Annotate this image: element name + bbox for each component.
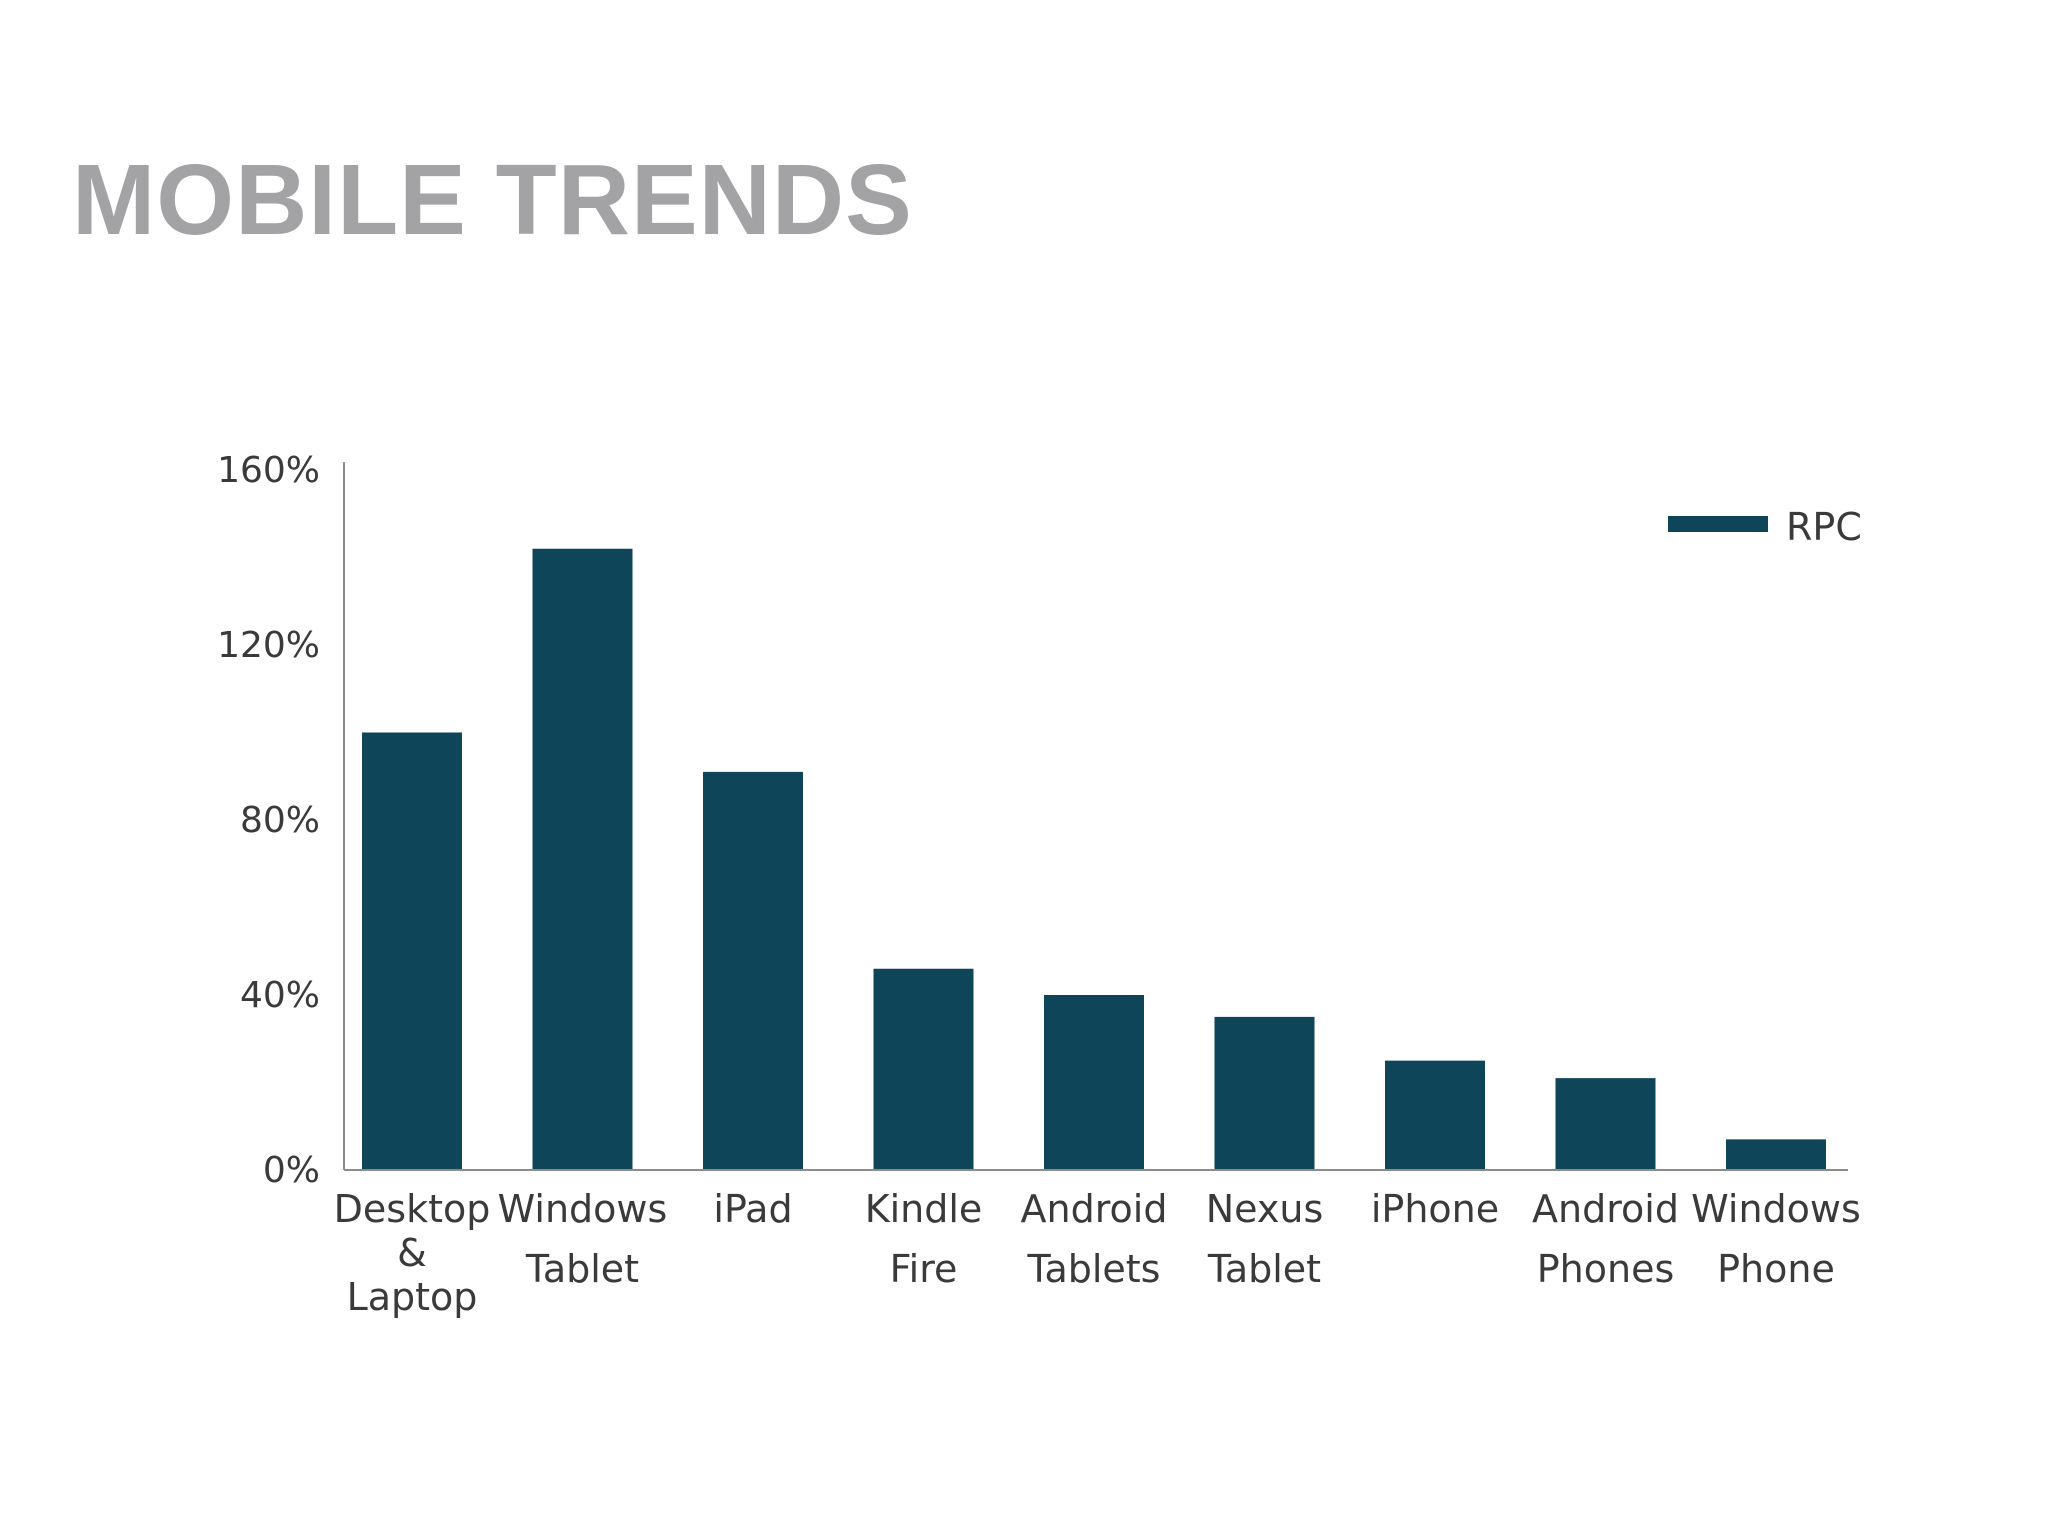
x-axis-labels: Desktop&Laptop Windows Tablet iPad Kindle Fir…	[334, 1187, 1861, 1319]
x-tick-label: Windows	[498, 1187, 668, 1231]
x-tick-label: Tablet	[525, 1247, 639, 1291]
bar	[1726, 1139, 1826, 1170]
y-tick-label: 0%	[263, 1150, 320, 1191]
x-tick-label: Phones	[1537, 1247, 1675, 1291]
x-tick-label: Android	[1532, 1187, 1679, 1231]
x-tick-label: Laptop	[347, 1275, 478, 1319]
x-tick-label: iPad	[713, 1187, 792, 1231]
bar	[1555, 1078, 1656, 1170]
y-tick-label: 80%	[240, 800, 320, 841]
x-tick-label: Tablet	[1207, 1247, 1321, 1291]
x-tick-label: Windows	[1691, 1187, 1861, 1231]
legend-swatch	[1668, 516, 1768, 532]
x-tick-label: Tablets	[1027, 1247, 1161, 1291]
bar	[873, 968, 974, 1170]
bar	[532, 548, 633, 1170]
bar	[1385, 1060, 1485, 1170]
bar	[362, 732, 462, 1170]
legend: RPC	[1668, 505, 1862, 549]
bars	[362, 548, 1826, 1170]
y-axis-ticks: 0% 40% 80% 120% 160%	[217, 450, 320, 1191]
y-tick-label: 160%	[217, 450, 320, 491]
x-tick-label: Desktop	[334, 1187, 491, 1231]
bar	[1214, 1016, 1315, 1170]
bar	[703, 771, 803, 1170]
x-tick-label: Android	[1021, 1187, 1168, 1231]
y-tick-label: 40%	[240, 975, 320, 1016]
bar	[1044, 995, 1144, 1170]
legend-label: RPC	[1786, 505, 1862, 549]
x-tick-label: Kindle	[865, 1187, 983, 1231]
x-tick-label: Nexus	[1206, 1187, 1324, 1231]
x-tick-label: Phone	[1717, 1247, 1835, 1291]
y-tick-label: 120%	[217, 625, 320, 666]
x-tick-label: Fire	[890, 1247, 958, 1291]
x-tick-label: &	[397, 1231, 427, 1275]
slide-title: MOBILE TRENDS	[72, 144, 913, 256]
x-tick-label: iPhone	[1371, 1187, 1499, 1231]
